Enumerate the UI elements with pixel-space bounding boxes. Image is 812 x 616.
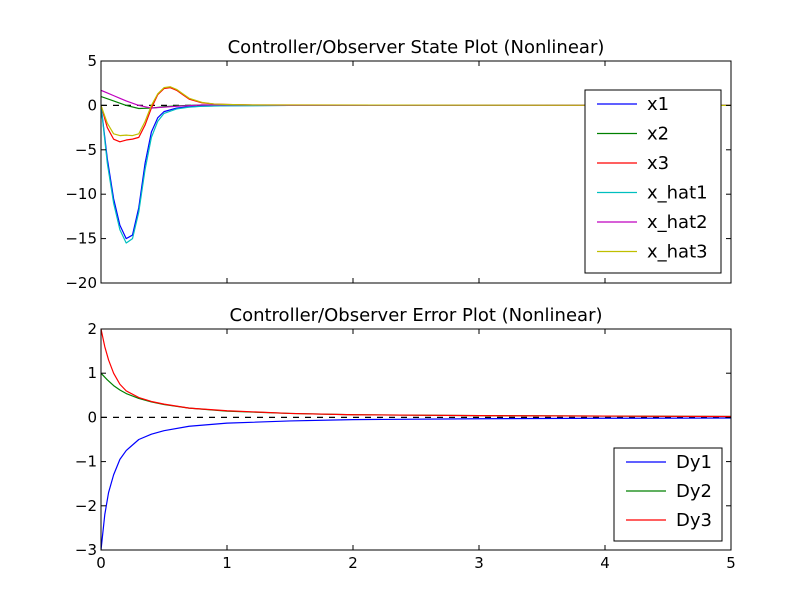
chart-1-xtick-label-4: 4: [600, 554, 610, 572]
chart-1-ytick-label-0: 2: [87, 320, 97, 338]
chart-0-legend-label-x-hat3: x_hat3: [647, 242, 708, 263]
chart-1-series-Dy1-line: [101, 417, 731, 550]
chart-1-series-Dy3-line: [101, 329, 731, 418]
chart-0-ytick-label-0: 5: [87, 52, 97, 70]
chart-0-ytick-label-5: −20: [65, 274, 97, 292]
chart-0-ytick-label-4: −15: [65, 230, 97, 248]
chart-1-ytick-label-5: −3: [75, 541, 97, 559]
chart-0-axes-frame: [100, 60, 732, 284]
chart-1-legend-box: [613, 447, 723, 542]
chart-1-ytick-label-4: −2: [75, 497, 97, 515]
chart-1-legend-label-Dy2: Dy2: [676, 481, 712, 502]
chart-0-legend-label-x3: x3: [647, 153, 669, 174]
chart-0-series-x-hat3-line: [101, 86, 731, 137]
chart-0-series-x-hat1-line: [101, 104, 731, 244]
chart-0-ytick-label-2: −5: [75, 141, 97, 159]
chart-1-xtick-label-2: 2: [348, 554, 358, 572]
chart-1-ytick-label-3: −1: [75, 453, 97, 471]
chart-0-title: Controller/Observer State Plot (Nonlinea…: [228, 37, 605, 58]
chart-0-legend-box: [584, 89, 722, 274]
chart-0-legend-label-x-hat1: x_hat1: [647, 183, 708, 204]
chart-0-legend-label-x-hat2: x_hat2: [647, 212, 708, 233]
chart-1-xtick-label-0: 0: [96, 554, 106, 572]
chart-1-axes-frame: [100, 328, 732, 551]
chart-0-legend-label-x1: x1: [647, 94, 669, 115]
chart-0-ytick-label-1: 0: [87, 96, 97, 114]
chart-1-xtick-label-5: 5: [726, 554, 736, 572]
chart-1-xtick-label-3: 3: [474, 554, 484, 572]
chart-1-title: Controller/Observer Error Plot (Nonlinea…: [230, 305, 603, 326]
chart-0-legend-label-x2: x2: [647, 124, 669, 145]
chart-1-legend-label-Dy3: Dy3: [676, 510, 712, 531]
chart-1-ytick-label-2: 0: [87, 408, 97, 426]
chart-1-legend-label-Dy1: Dy1: [676, 452, 712, 473]
chart-1-xtick-label-1: 1: [222, 554, 232, 572]
chart-0-ytick-label-3: −10: [65, 185, 97, 203]
chart-1-ytick-label-1: 1: [87, 364, 97, 382]
